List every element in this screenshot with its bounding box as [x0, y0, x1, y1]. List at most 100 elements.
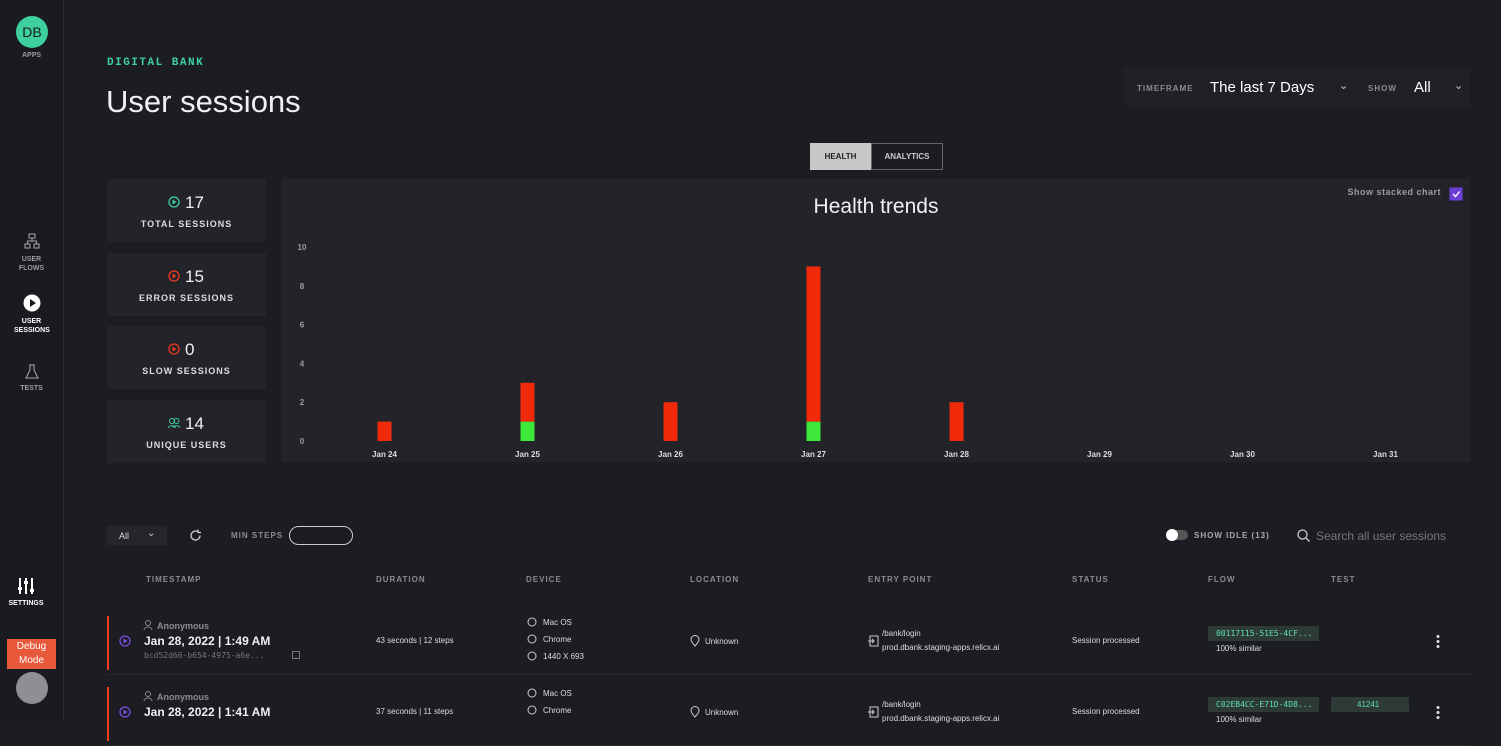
test-chip[interactable]: 41241	[1331, 697, 1409, 712]
bar-segment	[520, 382, 535, 422]
entry-point: prod.dbank.staging-apps.relicx.ai	[882, 643, 1000, 652]
nav-settings[interactable]: SETTINGS	[8, 600, 44, 607]
x-tick-label: Jan 26	[658, 450, 683, 459]
chevron: ⌄	[1454, 80, 1464, 92]
tab-health[interactable]: HEALTH	[810, 143, 871, 170]
pin-icon	[690, 706, 700, 718]
bar-segment	[663, 402, 678, 441]
location: Unknown	[705, 708, 739, 717]
chart: Health trends Show stacked chart 0 2 4 6 8 10…	[298, 187, 1463, 459]
avatar[interactable]	[16, 672, 48, 704]
device-icon	[527, 634, 537, 644]
column-header: TEST	[1331, 575, 1356, 584]
search-icon	[1297, 529, 1310, 542]
duration: 43 seconds | 12 steps	[376, 636, 454, 645]
stat-label: SLOW SESSIONS	[142, 366, 231, 376]
stat-value: 14	[185, 413, 204, 433]
sidebar: DB APPS USER FLOWS USER SESSIONS TESTS S…	[0, 0, 64, 720]
bar-segment	[949, 402, 964, 441]
pin-icon	[690, 635, 700, 647]
page-title: User sessions	[106, 84, 301, 119]
flows-icon	[24, 233, 40, 249]
filter-select[interactable]: All ⌄	[107, 526, 167, 545]
stat-value: 15	[185, 266, 204, 286]
flow-chip[interactable]: C02EB4CC-E71D-4D8...	[1208, 697, 1319, 712]
stacked-toggle-label: Show stacked chart	[1347, 187, 1441, 197]
x-tick-label: Jan 31	[1373, 450, 1398, 459]
play-icon	[119, 635, 131, 647]
nav-tests[interactable]: TESTS	[20, 385, 43, 392]
chart-title: Health trends	[814, 195, 939, 218]
idle-toggle[interactable]	[1166, 529, 1188, 541]
device-icon	[527, 705, 537, 715]
timeframe-bar: TIMEFRAME The last 7 Days ⌄ SHOW All ⌄	[1124, 68, 1470, 106]
app-logo[interactable]: DB	[16, 16, 48, 48]
nav-user-flows[interactable]: USER FLOWS	[18, 256, 45, 272]
copy-icon[interactable]	[292, 651, 300, 659]
flow-chip[interactable]: 00117115-51E5-4CF...	[1208, 626, 1319, 641]
user: Anonymous	[157, 621, 210, 631]
entry-point: /bank/login	[882, 629, 921, 638]
min-steps-input[interactable]	[289, 526, 353, 545]
y-tick-label: 10	[298, 243, 307, 252]
y-tick-label: 4	[300, 359, 305, 368]
y-tick-label: 8	[300, 282, 305, 291]
error-marker	[107, 616, 109, 670]
x-tick-label: Jan 25	[515, 450, 540, 459]
x-tick-label: Jan 28	[944, 450, 969, 459]
timeframe-label: TIMEFRAME	[1137, 84, 1194, 93]
show-idle-label: SHOW IDLE (13)	[1194, 531, 1270, 540]
nav-user-sessions[interactable]: USER SESSIONS	[14, 318, 50, 334]
row-menu[interactable]	[1436, 705, 1440, 719]
device-icon	[527, 688, 537, 698]
bar-segment	[520, 421, 535, 441]
timestamp[interactable]: Jan 28, 2022 | 1:41 AM	[144, 705, 271, 719]
show-select[interactable]: All	[1414, 79, 1431, 96]
column-header: FLOW	[1208, 575, 1236, 584]
session-id: bcd52d66-b654-4975-a6e...	[144, 651, 265, 660]
tests-icon	[25, 364, 39, 379]
stat-value: 17	[185, 193, 204, 212]
debug-mode[interactable]: Debug Mode	[7, 639, 56, 669]
x-tick-label: Jan 30	[1230, 450, 1255, 459]
stat-label: ERROR SESSIONS	[138, 292, 235, 303]
show-label: SHOW	[1368, 84, 1397, 93]
y-tick-label: 6	[300, 321, 305, 330]
timestamp[interactable]: Jan 28, 2022 | 1:49 AM	[144, 634, 271, 648]
tab-analytics[interactable]: ANALYTICS	[871, 143, 943, 170]
x-tick-label: Jan 27	[801, 450, 826, 459]
filter-select-value: All	[119, 531, 130, 541]
eyebrow: DIGITAL BANK	[107, 57, 205, 69]
settings-icon	[18, 578, 34, 594]
stat-value: 0	[185, 340, 195, 359]
device: 1440 X 693	[543, 652, 584, 661]
row-menu[interactable]	[1436, 634, 1440, 648]
sessions-icon	[23, 294, 41, 312]
checkmark	[1452, 191, 1461, 198]
chart-panel: Health trends Show stacked chart 0 2 4 6 8 10…	[281, 179, 1470, 462]
error-marker	[107, 687, 109, 741]
column-header: DURATION	[376, 575, 426, 584]
x-tick-label: Jan 24	[372, 450, 397, 459]
entry-icon	[868, 635, 879, 647]
chevron: ⌄	[147, 528, 156, 539]
device: Mac OS	[543, 618, 572, 627]
search-input[interactable]: Search all user sessions	[1316, 529, 1447, 543]
stat-card: 15 ERROR SESSIONS	[107, 252, 266, 316]
stat-label: UNIQUE USERS	[146, 439, 227, 450]
refresh-icon[interactable]	[189, 529, 202, 542]
y-tick-label: 2	[300, 398, 305, 407]
stat-icon	[168, 343, 180, 355]
entry-point: /bank/login	[882, 700, 921, 709]
stat-card: 17 TOTAL SESSIONS	[107, 179, 266, 242]
status: Session processed	[1072, 636, 1140, 645]
status: Session processed	[1072, 707, 1140, 716]
stacked-checkbox[interactable]	[1449, 187, 1463, 201]
stat-icon	[168, 269, 180, 282]
timeframe-select[interactable]: The last 7 Days	[1210, 79, 1315, 96]
stat-card: 0 SLOW SESSIONS	[107, 326, 266, 389]
bar-segment	[806, 421, 821, 441]
device: Chrome	[543, 635, 572, 644]
entry-point: prod.dbank.staging-apps.relicx.ai	[882, 714, 1000, 723]
column-header: STATUS	[1072, 575, 1109, 584]
